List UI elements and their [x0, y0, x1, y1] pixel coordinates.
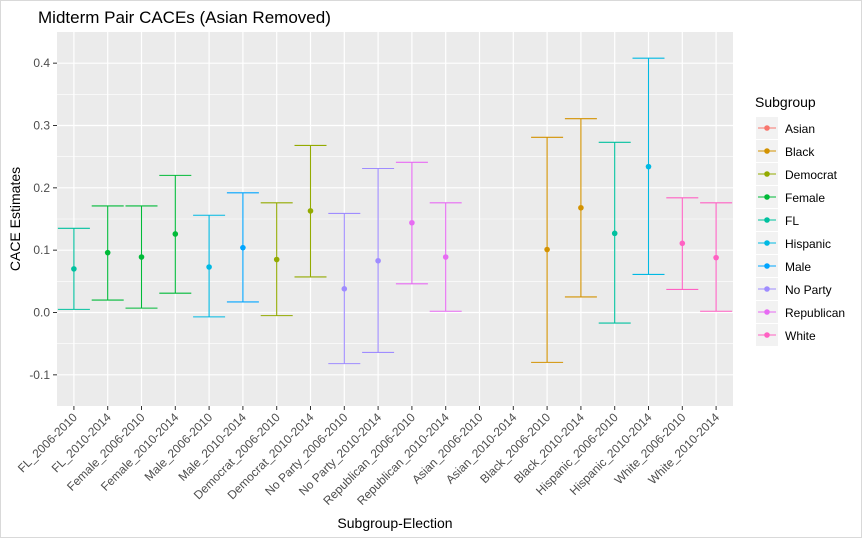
errorbar-Male_2006-2010 — [193, 214, 226, 318]
estimate-point — [71, 266, 77, 272]
legend-item: No Party — [756, 278, 832, 300]
errorbar-No Party_2006-2010 — [328, 212, 361, 365]
estimate-point — [544, 246, 550, 253]
legend-item: White — [756, 324, 816, 346]
errorbar-Republican_2006-2010 — [395, 161, 428, 285]
x-axis-label: Subgroup-Election — [337, 515, 452, 531]
errorbar-No Party_2010-2014 — [362, 167, 395, 353]
legend-key-point — [764, 148, 770, 154]
estimate-point — [611, 230, 618, 237]
legend-key-point — [764, 286, 770, 292]
legend-key-point — [764, 332, 770, 338]
legend-label: Female — [785, 191, 825, 205]
estimate-point — [206, 264, 212, 270]
errorbar-Hispanic_2010-2014 — [632, 57, 665, 276]
legend-item: Hispanic — [756, 232, 831, 254]
legend: Asian Black Democrat Female FL Hispanic Male No… — [756, 117, 845, 346]
legend-item: Republican — [756, 301, 845, 323]
estimate-point — [645, 163, 652, 170]
legend-item: Male — [756, 255, 811, 277]
y-tick-label: -0.1 — [29, 368, 50, 382]
y-axis: -0.1 0.0 0.1 0.2 0.3 0.4 — [29, 56, 57, 382]
errorbar-Black_2010-2014 — [564, 118, 597, 298]
estimate-point — [375, 257, 381, 264]
y-tick-label: 0.1 — [33, 243, 50, 257]
estimate-point — [138, 254, 145, 260]
legend-title: Subgroup — [755, 94, 816, 110]
estimate-point — [104, 249, 111, 256]
y-tick-label: 0.3 — [33, 119, 50, 133]
y-tick-label: 0.2 — [33, 181, 50, 195]
estimate-point — [240, 244, 246, 251]
errorbar-FL_2010-2014 — [91, 205, 124, 301]
legend-item: Female — [756, 186, 825, 208]
estimate-point — [273, 256, 280, 263]
chart-title: Midterm Pair CACEs (Asian Removed) — [38, 8, 331, 27]
estimate-point — [172, 231, 179, 237]
errorbar-White_2006-2010 — [666, 197, 699, 290]
legend-label: Black — [785, 145, 815, 159]
errorbar-Republican_2010-2014 — [429, 202, 462, 312]
legend-label: FL — [785, 214, 799, 228]
y-tick-label: 0.4 — [33, 56, 50, 70]
estimate-point — [713, 254, 719, 261]
errorbar-Female_2010-2014 — [159, 174, 192, 294]
errorbar-Hispanic_2006-2010 — [598, 141, 631, 324]
errorbar-White_2010-2014 — [700, 202, 733, 312]
legend-key-point — [764, 217, 770, 223]
y-axis-label: CACE Estimates — [7, 167, 23, 271]
legend-key-point — [764, 240, 770, 246]
estimate-point — [578, 204, 584, 211]
estimate-point — [679, 240, 686, 247]
legend-item: Democrat — [756, 163, 838, 185]
legend-label: Democrat — [785, 168, 838, 182]
estimate-point — [442, 254, 449, 260]
estimate-point — [341, 286, 348, 292]
legend-label: Republican — [785, 306, 845, 320]
legend-key-point — [764, 194, 770, 200]
legend-key-point — [764, 171, 770, 177]
legend-label: Hispanic — [785, 237, 831, 251]
errorbar-Democrat_2006-2010 — [260, 202, 293, 317]
legend-item: FL — [756, 209, 799, 231]
legend-label: Male — [785, 260, 811, 274]
legend-item: Asian — [756, 117, 815, 139]
legend-label: No Party — [785, 283, 832, 297]
legend-item: Black — [756, 140, 815, 162]
errorbar-Male_2010-2014 — [226, 192, 259, 303]
legend-key-point — [764, 263, 770, 269]
y-tick-label: 0.0 — [33, 306, 50, 320]
legend-label: White — [785, 329, 816, 343]
errorbar-Democrat_2010-2014 — [294, 144, 327, 278]
estimate-point — [307, 208, 314, 214]
errorbar-FL_2006-2010 — [57, 227, 90, 310]
legend-label: Asian — [785, 122, 815, 136]
error-bars — [57, 57, 733, 365]
legend-key-point — [764, 125, 770, 131]
errorbar-Female_2006-2010 — [125, 205, 158, 309]
errorbar-Black_2006-2010 — [531, 136, 564, 363]
estimate-point — [409, 219, 415, 226]
legend-key-point — [764, 309, 770, 315]
